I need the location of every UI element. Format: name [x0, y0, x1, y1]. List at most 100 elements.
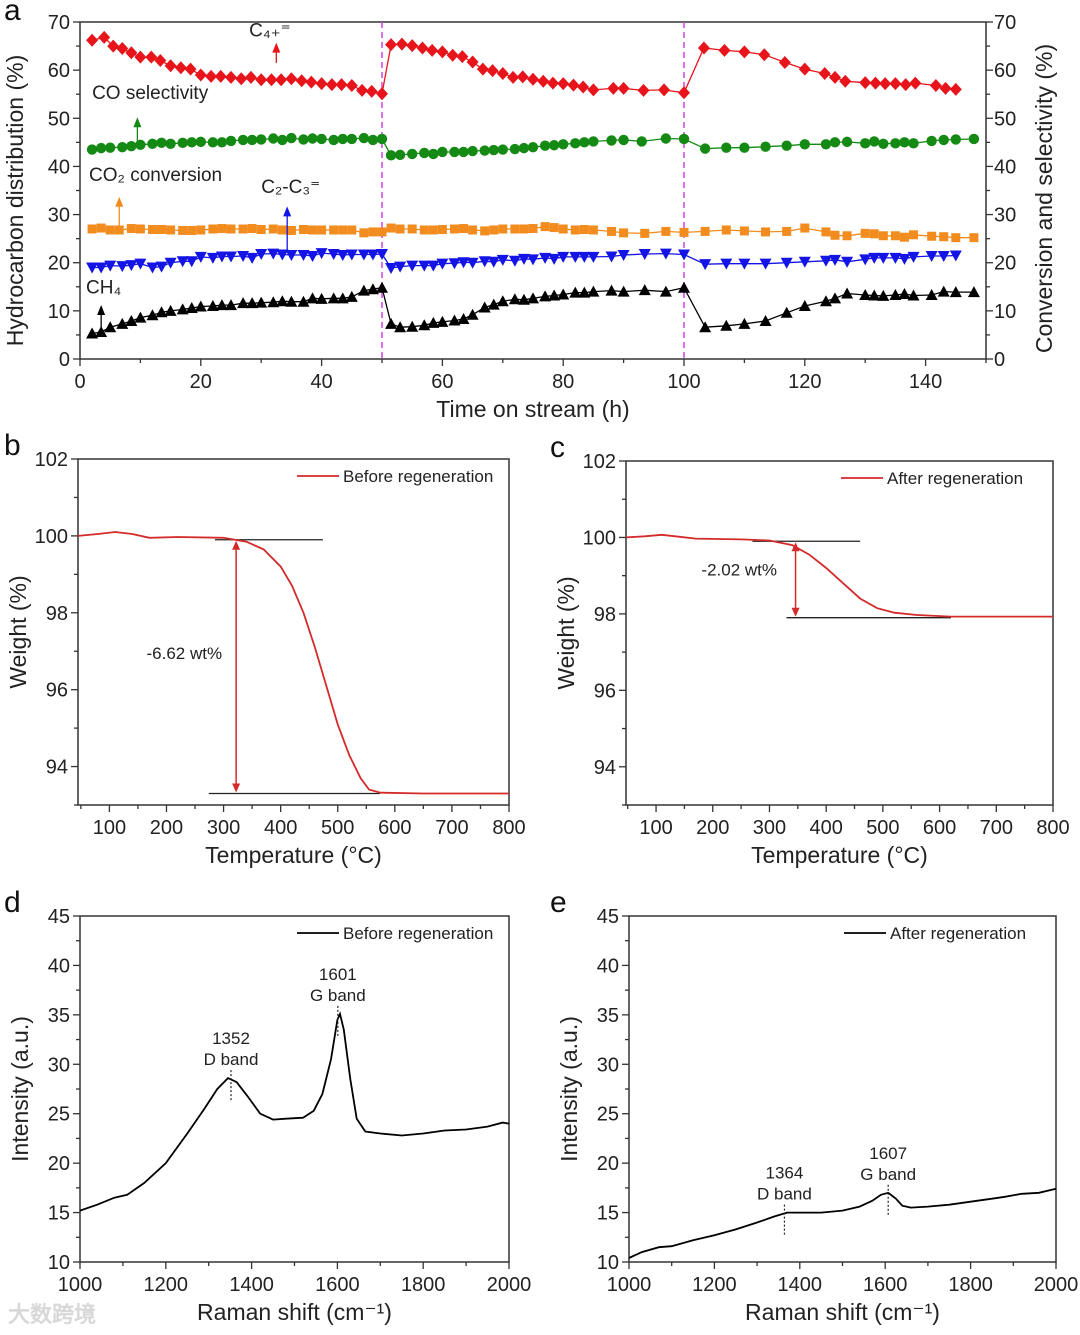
data-point-square [208, 224, 218, 234]
data-point-circle [760, 141, 771, 152]
data-point-diamond [416, 41, 429, 55]
data-point-triangle-down [225, 251, 237, 263]
data-point-triangle-up [478, 301, 491, 313]
y-right-tick-label: 50 [994, 108, 1016, 130]
data-point-circle [518, 142, 530, 154]
y-tick-label: 60 [48, 60, 70, 82]
data-point-square [579, 224, 589, 234]
data-point-square [317, 225, 327, 235]
data-point-triangle-down [496, 254, 509, 266]
y-tick-label: 25 [597, 1104, 619, 1126]
data-point-triangle-up [548, 289, 561, 301]
data-point-circle [899, 137, 910, 148]
series-label: CO selectivity [92, 83, 209, 104]
data-point-diamond [496, 67, 509, 81]
x-tick-label: 400 [809, 817, 842, 839]
data-point-triangle-down [315, 248, 328, 260]
y-tick-label: 98 [46, 603, 68, 625]
data-point-circle [95, 142, 107, 154]
x-tick-label: 80 [552, 371, 574, 393]
data-point-circle [337, 133, 348, 145]
data-point-triangle-down [357, 249, 370, 261]
data-point-square [196, 225, 206, 235]
data-point-triangle-down [267, 248, 280, 260]
data-point-diamond [537, 74, 550, 88]
peak-position-label: 1601 [319, 965, 357, 984]
x-tick-label: 800 [492, 817, 525, 839]
data-point-diamond [577, 80, 590, 94]
data-point-triangle-down [457, 257, 470, 269]
data-point-circle [186, 137, 197, 148]
y-tick-label: 30 [48, 1054, 70, 1076]
data-point-circle [195, 136, 206, 148]
y-tick-label: 94 [594, 757, 616, 779]
y-tick-label: 102 [35, 449, 68, 471]
data-point-square [338, 225, 348, 235]
data-point-square [105, 225, 115, 235]
data-point-triangle-down [125, 260, 138, 272]
data-point-diamond [899, 78, 912, 92]
data-point-square [588, 225, 598, 235]
data-point-triangle-down [539, 252, 552, 264]
peak-position-label: 1352 [212, 1029, 250, 1048]
data-point-circle [268, 133, 279, 144]
data-point-triangle-up [907, 289, 920, 301]
x-tick-label: 300 [753, 817, 786, 839]
data-point-triangle-down [306, 250, 319, 262]
data-point-triangle-down [155, 261, 168, 273]
data-point-triangle-up [798, 300, 811, 312]
data-point-circle [497, 144, 508, 155]
data-point-circle [86, 144, 98, 155]
data-point-triangle-down [557, 251, 570, 263]
data-point-triangle-down [517, 253, 530, 265]
data-point-diamond [335, 78, 348, 92]
data-point-triangle-up [829, 292, 841, 304]
y-tick-label: 10 [48, 301, 70, 323]
data-point-circle [739, 142, 750, 153]
x-tick-label: 140 [909, 371, 942, 393]
data-point-square [449, 224, 459, 234]
panel-label: b [4, 429, 21, 462]
x-tick-label: 300 [207, 817, 240, 839]
data-point-triangle-down [819, 255, 832, 267]
plot-frame [625, 460, 1054, 806]
arrow-head-icon [272, 42, 281, 53]
data-point-triangle-up [394, 321, 407, 333]
data-point-square [395, 224, 405, 234]
data-point-circle [156, 137, 167, 149]
y-tick-label: 20 [48, 253, 70, 275]
y-right-tick-label: 60 [994, 60, 1016, 82]
x-tick-label: 1000 [607, 1274, 652, 1296]
data-point-triangle-down [841, 256, 854, 268]
data-point-triangle-down [678, 249, 690, 261]
data-point-diamond [255, 73, 268, 87]
data-point-triangle-up [276, 295, 289, 307]
data-point-triangle-up [427, 316, 440, 328]
data-point-square [126, 224, 136, 234]
data-point-triangle-down [487, 256, 500, 268]
x-tick-label: 20 [190, 371, 212, 393]
data-point-triangle-down [478, 256, 491, 268]
data-point-diamond [214, 69, 227, 83]
data-point-circle [799, 139, 810, 150]
data-point-square [238, 224, 248, 234]
data-point-triangle-down [215, 251, 228, 263]
data-point-triangle-up [720, 319, 733, 331]
x-tick-label: 2000 [487, 1274, 532, 1296]
data-point-circle [678, 133, 690, 145]
data-point-triangle-up [194, 300, 207, 312]
data-point-square [217, 224, 227, 234]
panel-label: a [4, 0, 21, 27]
data-point-triangle-up [206, 300, 219, 312]
data-point-circle [558, 139, 569, 150]
data-point-circle [177, 137, 188, 149]
series-line-0 [628, 1187, 1057, 1259]
data-point-square [87, 224, 97, 234]
y-tick-label: 10 [48, 1252, 70, 1274]
x-tick-label: 1400 [229, 1274, 274, 1296]
x-tick-label: 1600 [863, 1274, 908, 1296]
data-point-triangle-down [345, 249, 358, 261]
y-axis-title: Hydrocarbon distribution (%) [2, 55, 28, 346]
data-point-triangle-up [267, 296, 280, 308]
data-point-square [368, 227, 378, 237]
